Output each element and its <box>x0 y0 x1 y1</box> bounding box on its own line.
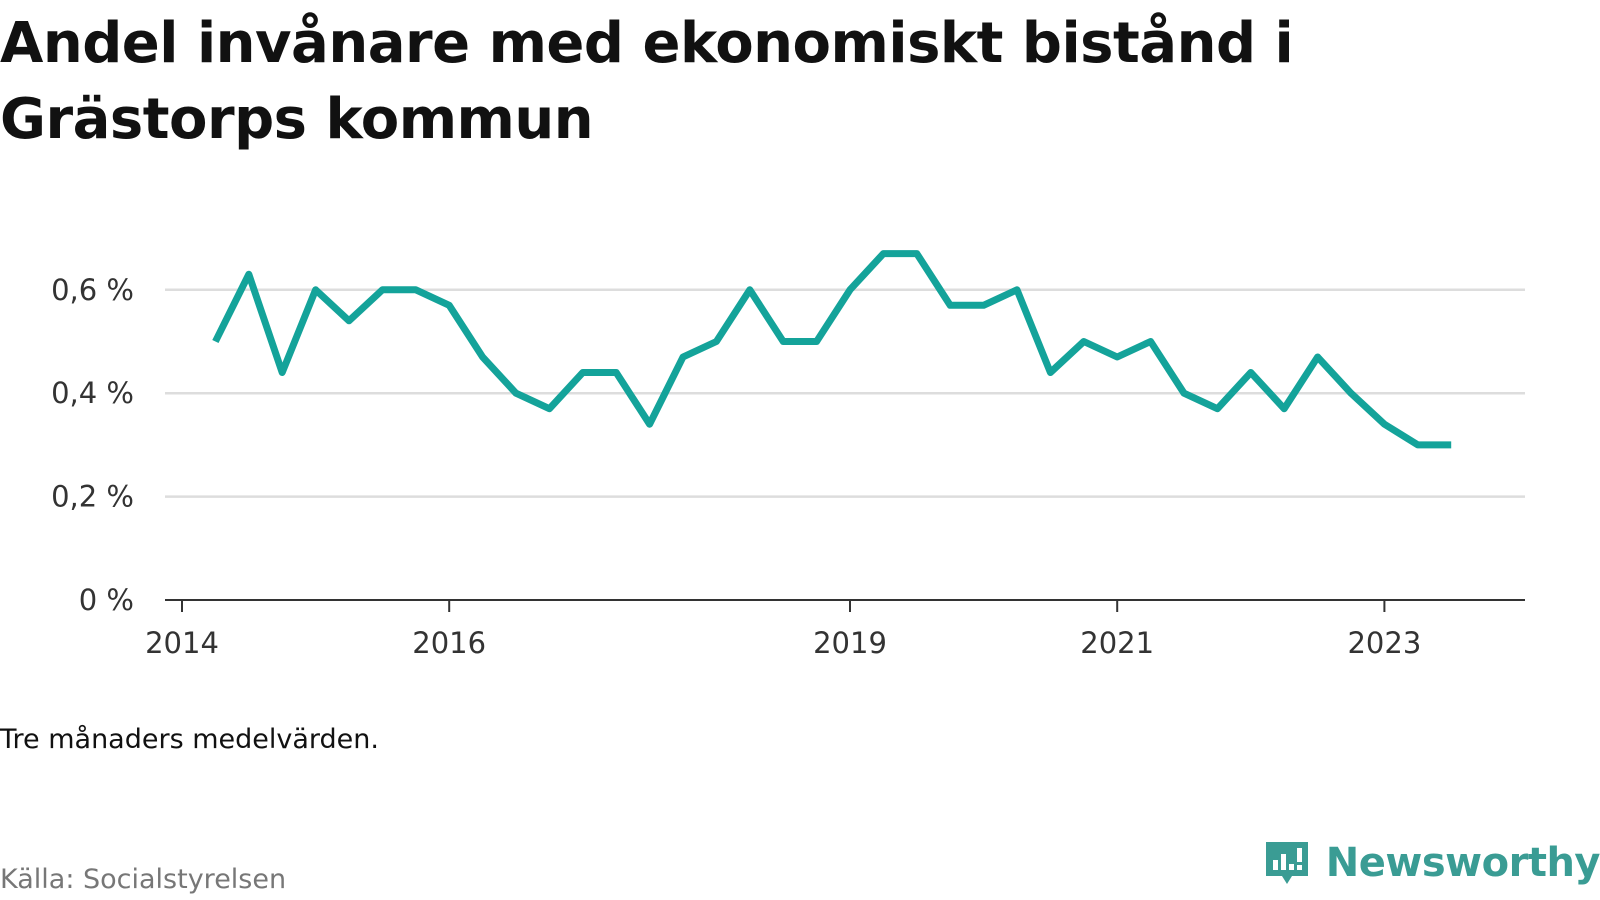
data-point <box>947 302 954 309</box>
data-point <box>613 369 620 376</box>
x-tick-label: 2021 <box>1080 626 1154 660</box>
data-point <box>980 302 987 309</box>
data-point <box>1214 405 1221 412</box>
data-point <box>1414 441 1421 448</box>
newsworthy-logo-icon <box>1265 842 1308 884</box>
data-point <box>1281 405 1288 412</box>
chart-note: Tre månaders medelvärden. <box>0 724 379 755</box>
x-tick-label: 2016 <box>412 626 486 660</box>
data-point <box>880 250 887 257</box>
data-point <box>780 338 787 345</box>
series-line <box>212 250 1452 449</box>
y-tick-label: 0,6 % <box>51 273 134 307</box>
gridlines <box>165 288 1525 498</box>
data-point <box>713 338 720 345</box>
x-tick-label: 2023 <box>1347 626 1421 660</box>
y-tick-label: 0,2 % <box>51 480 134 514</box>
x-tick-label: 2019 <box>813 626 887 660</box>
y-axis-ticks: 0 % 0,2 % 0,4 % 0,6 % <box>51 273 134 617</box>
data-point <box>1047 369 1054 376</box>
data-point <box>1114 354 1121 361</box>
data-point <box>1381 421 1388 428</box>
x-tick-label: 2014 <box>145 626 219 660</box>
data-point <box>245 271 252 278</box>
data-point <box>1080 338 1087 345</box>
data-point <box>1314 354 1321 361</box>
data-point <box>446 302 453 309</box>
line-chart: 0 % 0,2 % 0,4 % 0,6 % 2014 2016 2019 2021 2023 <box>51 250 1525 660</box>
data-point <box>479 354 486 361</box>
data-point <box>646 421 653 428</box>
data-point <box>579 369 586 376</box>
data-point <box>412 286 419 293</box>
data-point <box>746 286 753 293</box>
data-point <box>847 286 854 293</box>
data-point <box>1247 369 1254 376</box>
data-point <box>680 354 687 361</box>
data-point <box>913 250 920 257</box>
data-point <box>513 390 520 397</box>
data-point <box>212 338 219 345</box>
data-point <box>1448 441 1455 448</box>
data-point <box>1147 338 1154 345</box>
data-point <box>1014 286 1021 293</box>
chart-title: Andel invånare med ekonomiskt bistånd i … <box>0 11 1294 152</box>
y-tick-label: 0,4 % <box>51 376 134 410</box>
brand-name: Newsworthy <box>1325 840 1600 886</box>
data-point <box>546 405 553 412</box>
data-point <box>813 338 820 345</box>
data-point <box>379 286 386 293</box>
data-series <box>212 250 1455 449</box>
data-point <box>312 286 319 293</box>
source-text: Källa: Socialstyrelsen <box>0 864 287 895</box>
data-point <box>1348 390 1355 397</box>
data-point <box>279 369 286 376</box>
data-point <box>1181 390 1188 397</box>
data-point <box>346 317 353 324</box>
x-axis: 2014 2016 2019 2021 2023 <box>145 599 1525 660</box>
brand-logo[interactable]: Newsworthy <box>1262 838 1600 888</box>
y-tick-label: 0 % <box>79 583 134 617</box>
